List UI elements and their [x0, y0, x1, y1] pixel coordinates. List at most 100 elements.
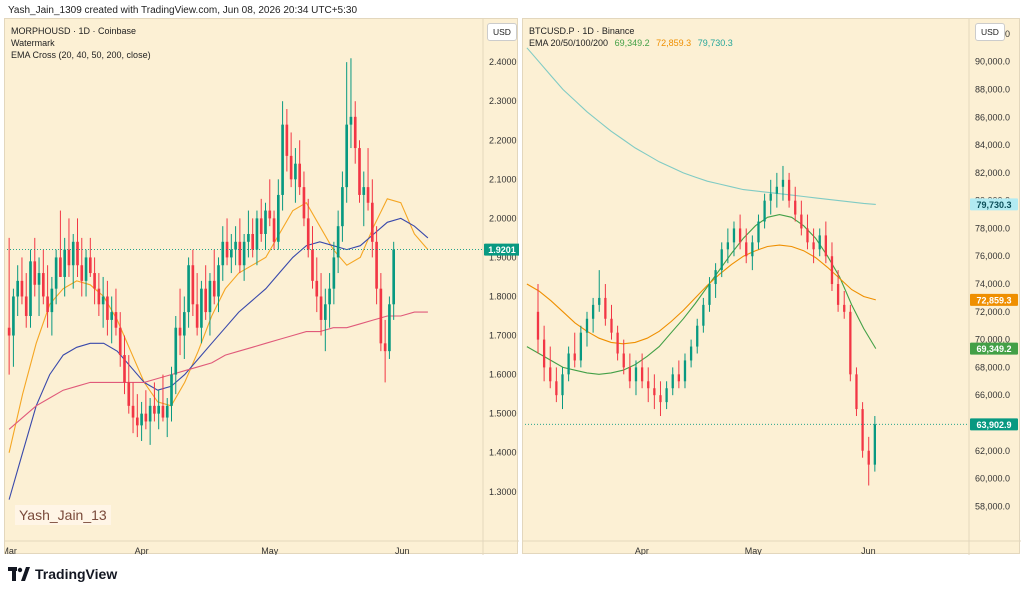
candle-body: [319, 296, 323, 320]
candle: [671, 367, 674, 396]
symbol-line[interactable]: MORPHOUSD · 1D · Coinbase: [11, 26, 137, 36]
ema-line: [8, 311, 428, 430]
y-tick-label: 72,000.0: [975, 307, 1010, 317]
morphousd-chart-svg[interactable]: 2.4000 2.3000 2.2000 2.1000 2.0000 1.9000 1.80…: [5, 19, 519, 555]
candle: [281, 101, 284, 211]
candle-body: [54, 257, 58, 289]
candle: [806, 214, 809, 250]
candle: [549, 346, 552, 389]
candle-body: [204, 288, 208, 313]
candle: [264, 202, 267, 250]
indicator-line[interactable]: EMA 20/50/100/200 69,349.2 72,859.3 79,7…: [529, 37, 733, 49]
candle-body: [323, 304, 327, 320]
candle-body: [153, 405, 156, 414]
candle-body: [604, 297, 607, 319]
candle: [745, 228, 748, 264]
candle-body: [370, 202, 374, 242]
indicator-line[interactable]: EMA Cross (20, 40, 50, 200, close): [11, 50, 151, 60]
candle-body: [234, 241, 237, 250]
y-tick-label: 76,000.0: [975, 251, 1010, 261]
btcusd-chart-panel[interactable]: 92,000.090,000.088,000.086,000.084,000.0…: [522, 18, 1021, 555]
candle: [647, 367, 650, 403]
candle: [63, 237, 67, 297]
candle-body: [225, 241, 229, 258]
candle: [332, 241, 336, 305]
morphousd-chart-panel[interactable]: 2.4000 2.3000 2.2000 2.1000 2.0000 1.9000 1.80…: [4, 18, 519, 555]
candle-body: [622, 353, 625, 368]
candle-body: [114, 312, 118, 328]
candle: [622, 339, 625, 375]
candle: [80, 237, 84, 297]
candle: [16, 265, 20, 317]
candle-body: [598, 297, 601, 305]
author-watermark: Yash_Jain_13: [15, 505, 111, 525]
candle: [140, 401, 143, 441]
candle-body: [714, 270, 717, 285]
currency-button[interactable]: USD: [975, 23, 1005, 41]
candle: [349, 58, 353, 149]
y-tick-label: 58,000.0: [975, 501, 1010, 511]
candle: [634, 360, 638, 396]
candle: [311, 226, 314, 289]
candle: [187, 257, 190, 328]
btcusd-chart-svg[interactable]: 92,000.090,000.088,000.086,000.084,000.0…: [523, 19, 1021, 555]
watermark-line[interactable]: Watermark: [11, 38, 55, 48]
candle: [165, 398, 169, 438]
candle: [76, 218, 79, 277]
ema-line: [526, 214, 877, 375]
y-tick-label: 66,000.0: [975, 390, 1010, 400]
candle-body: [573, 353, 576, 361]
candle: [229, 233, 233, 274]
candle-body: [830, 256, 834, 285]
symbol-line[interactable]: BTCUSD.P · 1D · Binance: [529, 26, 635, 36]
last-price-tag-text: 1.9201: [488, 245, 516, 255]
y-tick-label: 2.2000: [489, 135, 517, 145]
candle-body: [683, 360, 687, 382]
y-tick-label: 60,000.0: [975, 474, 1010, 484]
candle-body: [591, 304, 595, 319]
candle-body: [174, 327, 178, 375]
y-tick-label: 2.3000: [489, 96, 517, 106]
candle: [392, 241, 396, 320]
candle-body: [549, 367, 552, 382]
candle-body: [63, 249, 67, 277]
candle-body: [800, 214, 803, 229]
candle: [591, 297, 595, 333]
candle-body: [561, 374, 564, 396]
candle-body: [628, 367, 632, 382]
candle-body: [873, 424, 876, 465]
candle: [93, 257, 96, 305]
candle: [800, 200, 803, 236]
candle: [12, 288, 15, 367]
candle: [59, 210, 62, 277]
candle: [225, 218, 229, 266]
candle-body: [794, 200, 797, 215]
ema-price-tag: [970, 198, 1018, 211]
candle: [127, 355, 131, 414]
candle: [200, 280, 203, 344]
candle-body: [16, 280, 20, 297]
candle-body: [708, 284, 711, 305]
tradingview-brand[interactable]: TradingView: [8, 566, 117, 582]
candle: [781, 165, 785, 201]
candle: [388, 296, 391, 359]
candle: [88, 237, 92, 277]
currency-button[interactable]: USD: [487, 23, 517, 41]
candle: [302, 171, 306, 227]
candle-body: [775, 186, 779, 194]
candle-body: [702, 304, 705, 326]
candle: [328, 273, 331, 328]
candle: [178, 288, 182, 356]
candle-body: [97, 288, 101, 305]
candle: [751, 235, 754, 271]
candle: [345, 62, 349, 203]
candle-body: [259, 218, 263, 234]
candle: [604, 284, 607, 326]
candle: [289, 132, 293, 188]
last-price-tag: [484, 243, 519, 256]
candle-body: [178, 327, 182, 336]
candle-body: [238, 241, 242, 266]
candle-body: [41, 273, 45, 297]
candle-body: [328, 288, 331, 305]
candle-body: [732, 228, 736, 243]
